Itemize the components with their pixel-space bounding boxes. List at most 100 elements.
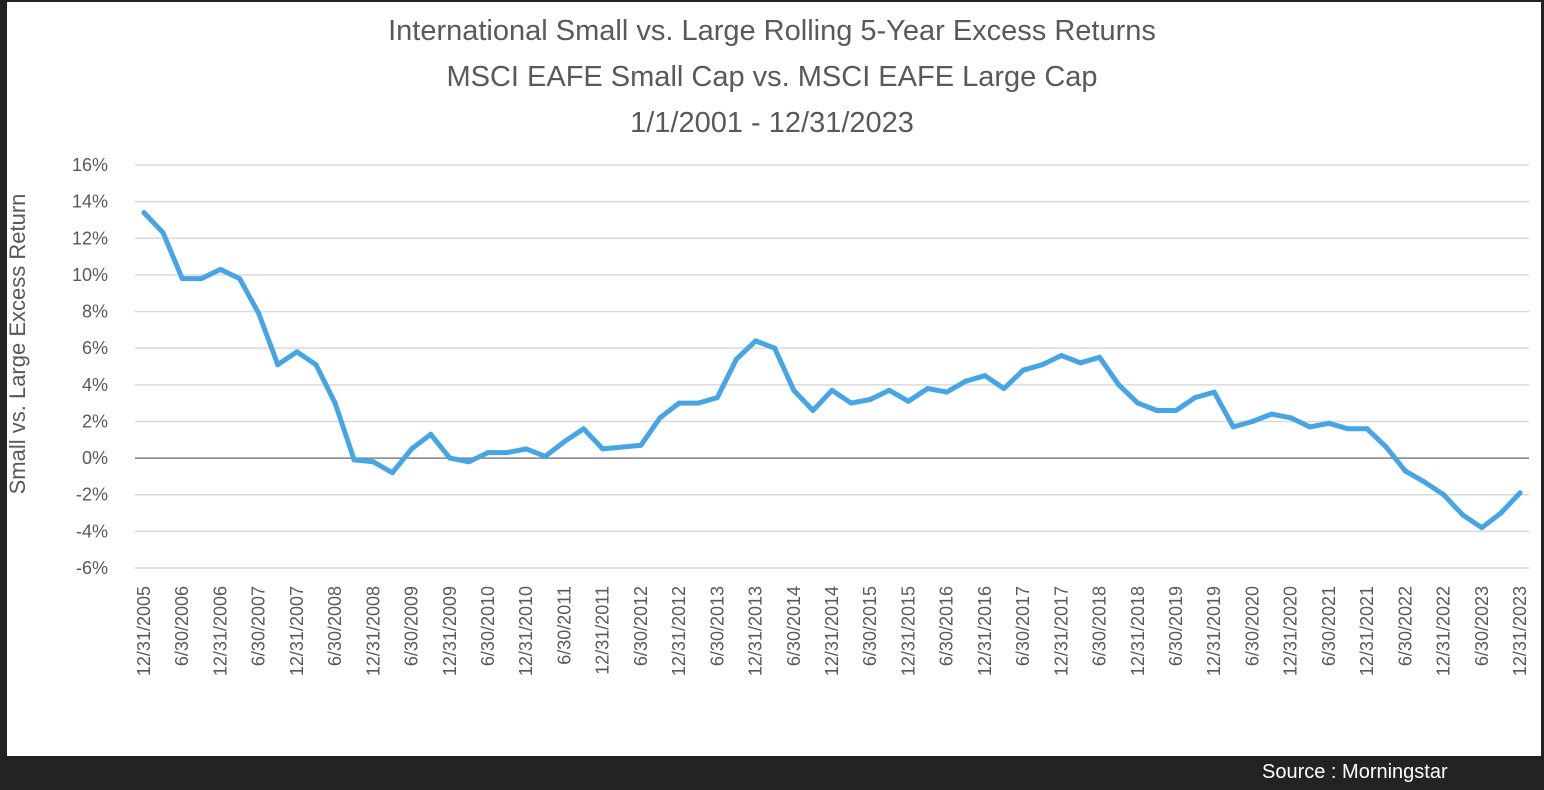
data-point — [389, 470, 395, 476]
data-point — [1498, 510, 1504, 516]
x-tick-label: 12/31/2008 — [363, 586, 383, 676]
data-point — [1249, 418, 1255, 424]
data-point — [1116, 382, 1122, 388]
x-tick-label: 6/30/2013 — [707, 586, 727, 666]
x-tick-label: 6/30/2011 — [554, 586, 574, 665]
data-point — [944, 389, 950, 395]
x-tick-label: 12/31/2022 — [1434, 586, 1454, 676]
x-tick-label: 12/31/2007 — [287, 586, 307, 676]
x-tick-label: 6/30/2014 — [784, 586, 804, 666]
x-tick-label: 12/31/2010 — [516, 586, 536, 676]
data-point — [217, 266, 223, 272]
data-point — [466, 459, 472, 465]
data-point — [1460, 512, 1466, 518]
data-point — [1288, 415, 1294, 421]
data-point — [714, 395, 720, 401]
data-point — [1402, 468, 1408, 474]
data-point — [294, 349, 300, 355]
y-tick-label: 8% — [82, 302, 108, 322]
data-point — [1211, 389, 1217, 395]
x-tick-label: 6/30/2022 — [1395, 586, 1415, 666]
x-tick-label: 6/30/2018 — [1090, 586, 1110, 666]
data-point — [657, 415, 663, 421]
x-tick-label: 12/31/2017 — [1051, 586, 1071, 676]
data-point — [370, 459, 376, 465]
x-tick-label: 12/31/2009 — [440, 586, 460, 676]
x-axis-ticks: 12/31/2005 6/30/2006 12/31/2006 6/30/2007 12… — [134, 586, 1530, 676]
data-point — [198, 276, 204, 282]
x-tick-label: 12/31/2016 — [975, 586, 995, 676]
data-point — [1517, 490, 1523, 496]
y-tick-label: 0% — [82, 448, 108, 468]
x-tick-label: 12/31/2012 — [669, 586, 689, 676]
chart-title: International Small vs. Large Rolling 5-… — [388, 15, 1156, 47]
data-point — [523, 446, 529, 452]
data-point — [332, 400, 338, 406]
data-point — [619, 444, 625, 450]
data-point — [676, 400, 682, 406]
y-tick-label: 12% — [72, 228, 108, 248]
data-point — [848, 400, 854, 406]
x-tick-label: 12/31/2023 — [1510, 586, 1530, 676]
y-tick-label: -6% — [76, 558, 108, 578]
data-point — [1192, 395, 1198, 401]
series-line — [141, 210, 1523, 531]
data-point — [542, 453, 548, 459]
data-point — [1020, 367, 1026, 373]
data-point — [141, 210, 147, 216]
data-point — [1135, 400, 1141, 406]
x-tick-label: 12/31/2006 — [210, 586, 230, 676]
data-point — [351, 457, 357, 463]
x-tick-label: 6/30/2020 — [1242, 586, 1262, 666]
data-point — [1001, 385, 1007, 391]
data-point — [695, 400, 701, 406]
x-tick-label: 12/31/2011 — [593, 586, 613, 675]
data-point — [1173, 407, 1179, 413]
y-tick-label: -4% — [76, 521, 108, 541]
data-point — [561, 439, 567, 445]
x-tick-label: 6/30/2019 — [1166, 586, 1186, 666]
y-tick-label: -2% — [76, 485, 108, 505]
data-point — [581, 426, 587, 432]
data-point — [791, 387, 797, 393]
series — [141, 210, 1523, 531]
y-tick-label: 6% — [82, 338, 108, 358]
data-point — [256, 310, 262, 316]
x-tick-label: 6/30/2010 — [478, 586, 498, 666]
y-tick-label: 2% — [82, 411, 108, 431]
x-tick-label: 12/31/2021 — [1357, 586, 1377, 676]
data-point — [638, 442, 644, 448]
gridlines — [135, 164, 1529, 569]
data-point — [160, 230, 166, 236]
data-point — [963, 378, 969, 384]
data-point — [504, 450, 510, 456]
chart-date-range: 1/1/2001 - 12/31/2023 — [630, 107, 914, 139]
data-point — [1326, 420, 1332, 426]
data-point — [1479, 525, 1485, 531]
x-tick-label: 6/30/2008 — [325, 586, 345, 666]
data-point — [1269, 411, 1275, 417]
data-point — [925, 385, 931, 391]
x-tick-label: 6/30/2016 — [937, 586, 957, 666]
data-point — [982, 373, 988, 379]
data-point — [1441, 492, 1447, 498]
x-tick-label: 6/30/2009 — [402, 586, 422, 666]
data-point — [1097, 354, 1103, 360]
data-point — [313, 362, 319, 368]
data-point — [733, 356, 739, 362]
data-point — [905, 398, 911, 404]
x-tick-label: 12/31/2014 — [822, 586, 842, 676]
data-point — [600, 446, 606, 452]
y-tick-label: 4% — [82, 375, 108, 395]
data-point — [1364, 426, 1370, 432]
y-tick-label: 10% — [72, 265, 108, 285]
x-tick-label: 6/30/2012 — [631, 586, 651, 666]
y-tick-label: 16% — [72, 155, 108, 175]
data-point — [275, 362, 281, 368]
data-point — [485, 450, 491, 456]
x-tick-label: 6/30/2017 — [1013, 586, 1033, 666]
data-point — [409, 446, 415, 452]
x-tick-label: 12/31/2013 — [746, 586, 766, 676]
x-tick-label: 6/30/2021 — [1319, 586, 1339, 666]
data-point — [1154, 407, 1160, 413]
